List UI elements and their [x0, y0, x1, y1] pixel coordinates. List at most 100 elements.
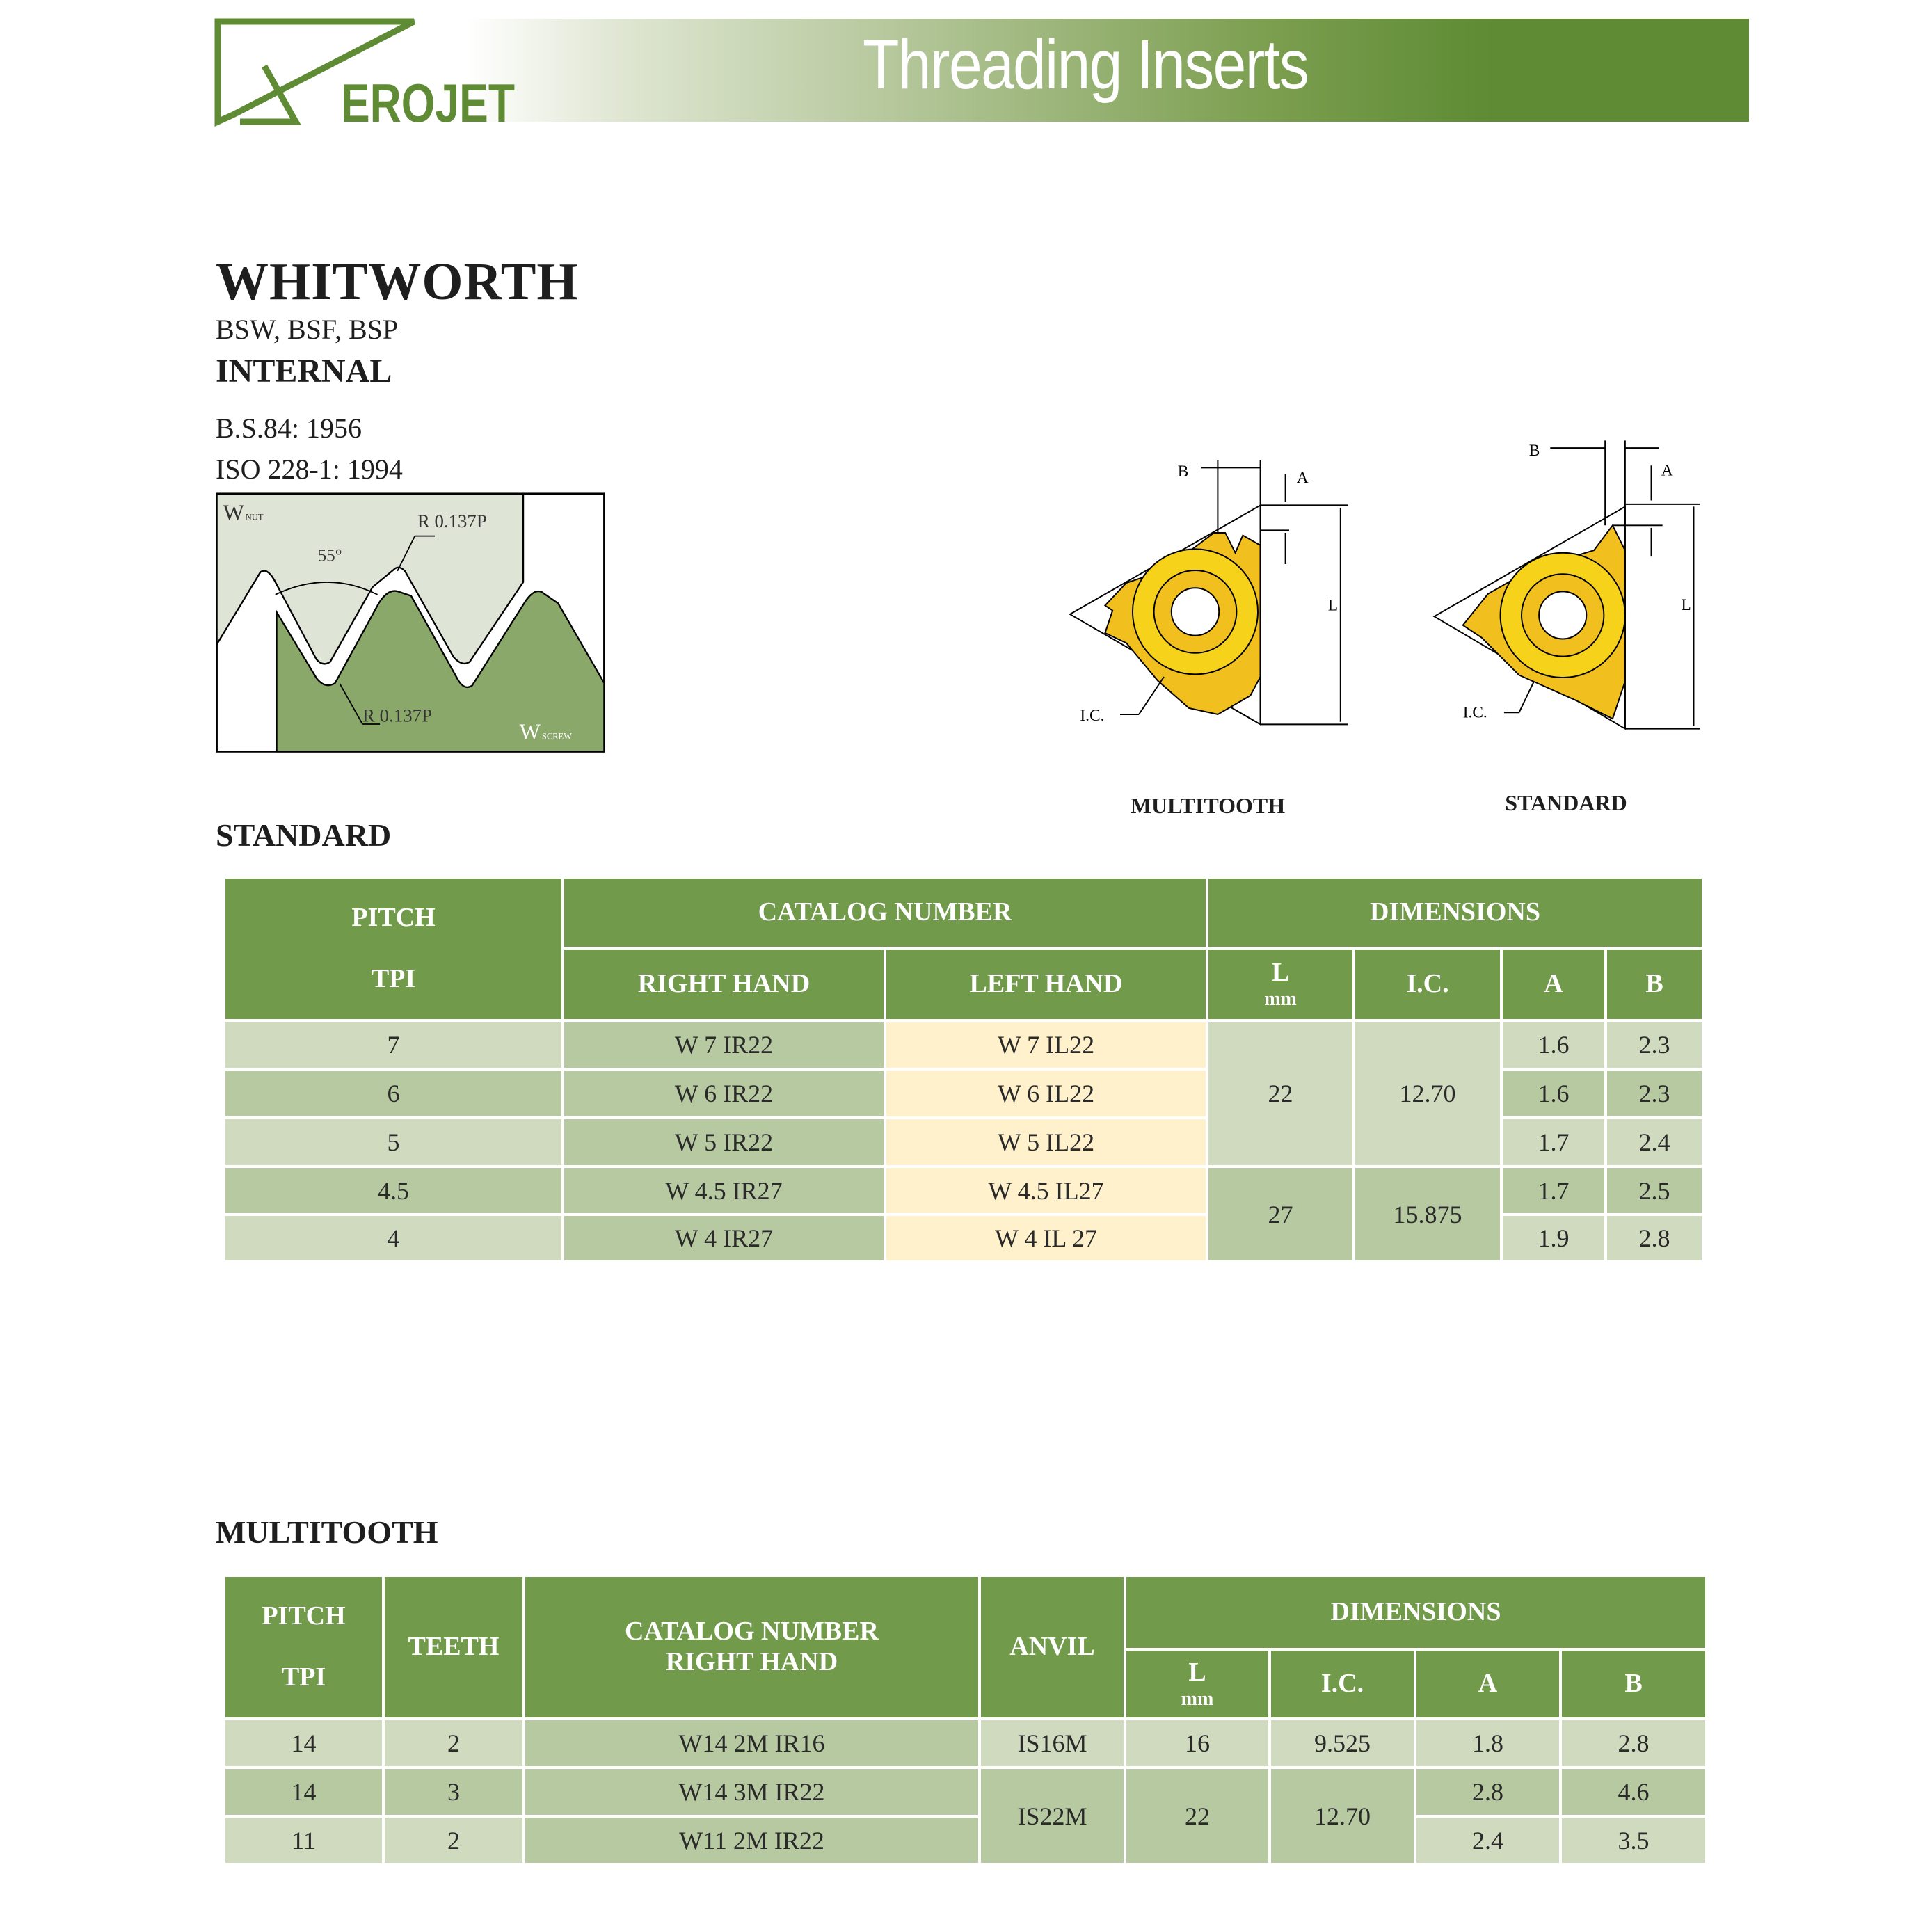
cell-teeth: 2	[382, 1717, 525, 1769]
cell-tpi: 14	[223, 1766, 385, 1818]
table-row: 14 3 W14 3M IR22 IS22M 22 12.70 2.8 4.6	[223, 1766, 1709, 1866]
header-pitch: PITCH TPI	[223, 1574, 385, 1720]
cell-b: 2.8	[1604, 1213, 1705, 1263]
cell-right-hand: W 5 IR22	[561, 1116, 886, 1168]
cell-right-hand: W 6 IR22	[561, 1068, 886, 1119]
cell-a: 1.6	[1500, 1019, 1608, 1071]
table-row: 5 W 5 IR22 W 5 IL22 1.7 2.4	[223, 1116, 1705, 1168]
cell-b: 2.4	[1604, 1116, 1705, 1168]
logo-mark-icon	[214, 18, 416, 127]
dim-a-label: A	[1297, 469, 1309, 487]
cell-right-hand: W 4 IR27	[561, 1213, 886, 1263]
cell-teeth: 3	[382, 1766, 525, 1818]
cell-right-hand: W 7 IR22	[561, 1019, 886, 1071]
logo-mark-inner-icon	[240, 64, 301, 125]
cell-ic: 9.525	[1268, 1717, 1416, 1769]
cell-tpi: 11	[223, 1815, 385, 1866]
table-row: 4.5 W 4.5 IR27 W 4.5 IL27 27 15.875 1.7 …	[223, 1165, 1705, 1263]
cell-ic: 12.70	[1268, 1766, 1416, 1866]
logo-text: EROJET	[341, 72, 515, 129]
cell-b: 3.5	[1558, 1815, 1709, 1866]
header-right-hand: RIGHT HAND	[561, 947, 886, 1022]
dim-ic-label: I.C.	[1463, 703, 1487, 721]
cell-teeth: 2	[382, 1815, 525, 1866]
screw-sub-label: SCREW	[542, 732, 572, 742]
dim-a-label: A	[1661, 462, 1673, 480]
screw-label: W	[520, 719, 541, 744]
header-dimensions: DIMENSIONS	[1206, 876, 1705, 950]
cell-a: 1.7	[1500, 1116, 1608, 1168]
cell-catalog: W11 2M IR22	[522, 1815, 981, 1866]
header-a: A	[1500, 947, 1608, 1022]
cell-ic: 12.70	[1352, 1019, 1503, 1168]
multitooth-caption: MULTITOOTH	[1130, 793, 1286, 818]
cell-left-hand: W 6 IL22	[883, 1068, 1209, 1119]
page-title: Threading Inserts	[863, 26, 1309, 104]
header-ic: I.C.	[1268, 1648, 1416, 1720]
aerojet-logo: EROJET	[214, 18, 515, 129]
cell-anvil: IS22M	[978, 1766, 1126, 1866]
thread-profile-diagram: W NUT 55° R 0.137P R 0.137P W SCREW	[216, 492, 605, 753]
cell-a: 1.6	[1500, 1068, 1608, 1119]
header-left-hand: LEFT HAND	[883, 947, 1209, 1022]
header-dimensions: DIMENSIONS	[1123, 1574, 1709, 1651]
standard-insert-drawing: B A L I.C.	[1432, 440, 1700, 730]
cell-left-hand: W 5 IL22	[883, 1116, 1209, 1168]
dim-b-label: B	[1529, 442, 1540, 460]
dim-ic-label: I.C.	[1080, 707, 1104, 725]
radius-bottom-label: R 0.137P	[362, 705, 432, 726]
dim-l-label: L	[1682, 596, 1691, 614]
standard-caption: STANDARD	[1505, 790, 1627, 815]
header-b: B	[1558, 1648, 1709, 1720]
angle-arc	[275, 582, 378, 595]
standard-table-heading: STANDARD	[216, 817, 392, 853]
cell-tpi: 6	[223, 1068, 564, 1119]
cell-l: 22	[1206, 1019, 1356, 1168]
standard-table: PITCH TPI CATALOG NUMBER DIMENSIONS RIGHT…	[223, 876, 1705, 1263]
header-b: B	[1604, 947, 1705, 1022]
cell-catalog: W14 3M IR22	[522, 1766, 981, 1818]
cell-ic: 15.875	[1352, 1165, 1503, 1263]
cell-a: 2.4	[1414, 1815, 1562, 1866]
cell-b: 2.3	[1604, 1068, 1705, 1119]
cell-tpi: 4.5	[223, 1165, 564, 1216]
cell-anvil: IS16M	[978, 1717, 1126, 1769]
nut-sub-label: NUT	[246, 512, 264, 522]
standard-ref-1: B.S.84: 1956	[216, 412, 362, 444]
table-row: 14 2 W14 2M IR16 IS16M 16 9.525 1.8 2.8	[223, 1717, 1709, 1769]
cell-left-hand: W 4.5 IL27	[883, 1165, 1209, 1216]
cell-a: 1.9	[1500, 1213, 1608, 1263]
table-row: 4 W 4 IR27 W 4 IL 27 1.9 2.8	[223, 1213, 1705, 1263]
cell-b: 2.8	[1558, 1717, 1709, 1769]
cell-b: 2.3	[1604, 1019, 1705, 1071]
cell-l: 22	[1124, 1766, 1271, 1866]
nut-profile	[216, 492, 525, 665]
screw-profile	[276, 590, 605, 753]
cell-tpi: 5	[223, 1116, 564, 1168]
table-row: 11 2 W11 2M IR22 2.4 3.5	[223, 1815, 1709, 1866]
cell-a: 1.7	[1500, 1165, 1608, 1216]
angle-label: 55°	[318, 546, 342, 565]
cell-tpi: 14	[223, 1717, 385, 1769]
header-teeth: TEETH	[382, 1574, 525, 1720]
cell-tpi: 7	[223, 1019, 564, 1071]
header-catalog-number: CATALOG NUMBER	[561, 876, 1209, 950]
section-type: INTERNAL	[216, 353, 392, 390]
cell-catalog: W14 2M IR16	[522, 1717, 981, 1769]
dim-b-label: B	[1178, 463, 1189, 481]
section-subtitle: BSW, BSF, BSP	[216, 314, 399, 345]
cell-left-hand: W 7 IL22	[883, 1019, 1209, 1071]
cell-tpi: 4	[223, 1213, 564, 1263]
multitooth-table: PITCH TPI TEETH CATALOG NUMBER RIGHT HAND …	[223, 1574, 1709, 1866]
standard-ref-2: ISO 228-1: 1994	[216, 454, 403, 485]
table-row: 6 W 6 IR22 W 6 IL22 1.6 2.3	[223, 1068, 1705, 1119]
section-title: WHITWORTH	[216, 253, 579, 311]
header-pitch: PITCH TPI	[223, 876, 564, 1022]
cell-l: 16	[1124, 1717, 1271, 1769]
multitooth-insert-drawing: B A L I.C.	[1069, 460, 1348, 726]
cell-b: 4.6	[1558, 1766, 1709, 1818]
cell-l: 27	[1206, 1165, 1356, 1263]
cell-a: 2.8	[1414, 1766, 1562, 1818]
